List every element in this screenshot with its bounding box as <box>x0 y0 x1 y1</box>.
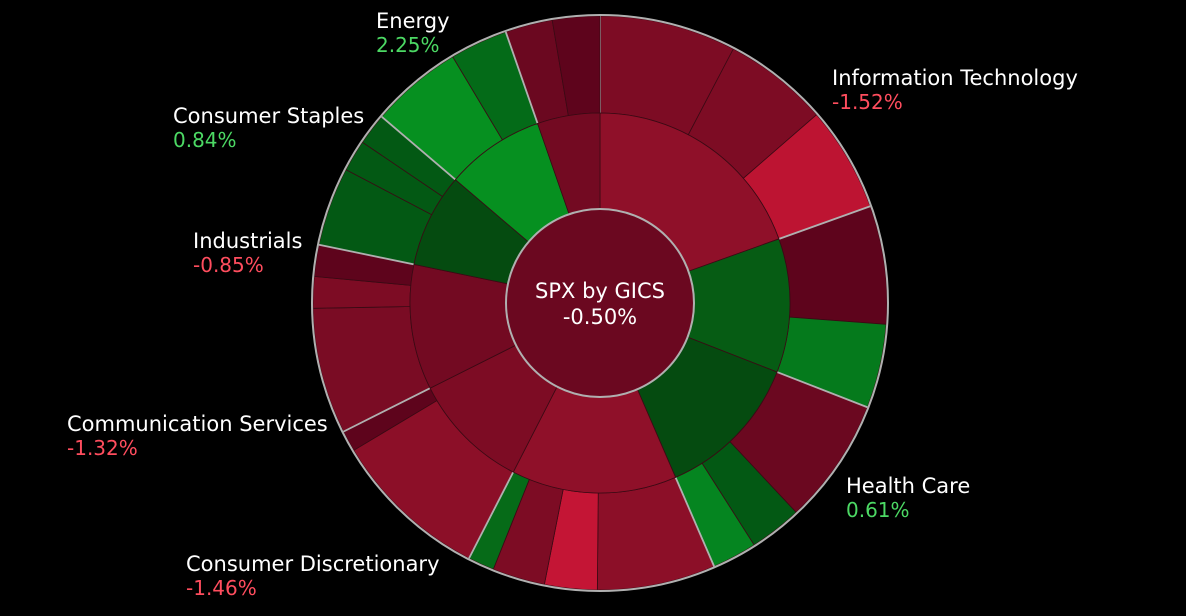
sector-label-energy: Energy <box>376 9 450 33</box>
outer-border <box>311 14 889 592</box>
sector-label-health-care: Health Care <box>846 474 970 498</box>
center-total-disc[interactable] <box>505 208 695 398</box>
sector-label-consumer-discretionary: Consumer Discretionary <box>186 552 440 576</box>
outer-ring <box>312 15 888 591</box>
sector-change-consumer-discretionary: -1.46% <box>186 576 257 600</box>
sector-change-consumer-staples: 0.84% <box>173 128 237 152</box>
sector-change-information-technology: -1.52% <box>832 90 903 114</box>
sector-change-industrials: -0.85% <box>193 253 264 277</box>
total-change: -0.50% <box>563 305 637 329</box>
sector-labels: Information Technology-1.52%Health Care0… <box>67 9 1078 600</box>
sector-label-consumer-staples: Consumer Staples <box>173 104 364 128</box>
sector-change-health-care: 0.61% <box>846 498 910 522</box>
sector-label-industrials: Industrials <box>193 229 302 253</box>
sector-label-communication-services: Communication Services <box>67 412 328 436</box>
inner-ring <box>409 112 791 494</box>
chart-title: SPX by GICS <box>535 279 665 303</box>
sector-change-communication-services: -1.32% <box>67 436 138 460</box>
sector-change-energy: 2.25% <box>376 33 440 57</box>
sector-label-information-technology: Information Technology <box>832 66 1078 90</box>
